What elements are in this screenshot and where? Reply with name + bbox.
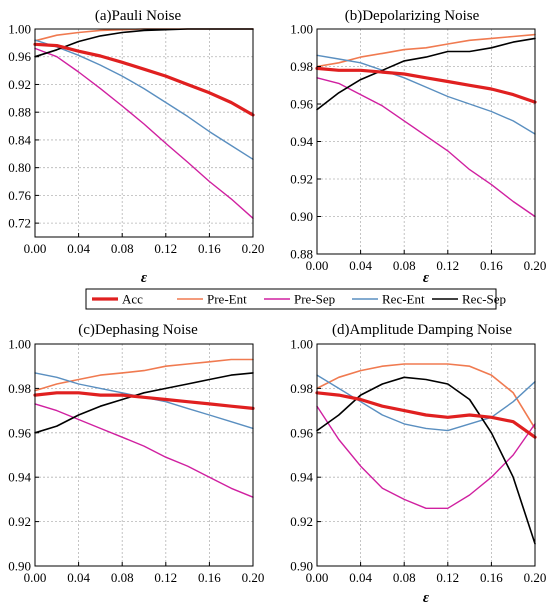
x-tick-label: 0.20 bbox=[524, 258, 547, 273]
x-tick-label: 0.00 bbox=[306, 570, 329, 585]
x-axis-label: ε bbox=[423, 270, 430, 286]
x-tick-label: 0.08 bbox=[393, 258, 416, 273]
y-tick-label: 0.92 bbox=[8, 77, 31, 92]
x-tick-label: 0.08 bbox=[111, 570, 134, 585]
x-tick-label: 0.00 bbox=[306, 258, 329, 273]
legend-label-rec-sep: Rec-Sep bbox=[462, 292, 506, 307]
x-tick-label: 0.16 bbox=[480, 258, 503, 273]
x-tick-label: 0.12 bbox=[154, 570, 177, 585]
series-pre-sep bbox=[316, 405, 536, 509]
y-tick-label: 0.72 bbox=[8, 216, 31, 231]
series-pre-sep bbox=[34, 403, 254, 498]
y-tick-label: 0.84 bbox=[8, 132, 31, 147]
x-tick-label: 0.12 bbox=[154, 241, 177, 256]
y-tick-label: 0.92 bbox=[290, 172, 313, 187]
chart-title: (b)Depolarizing Noise bbox=[345, 8, 480, 24]
y-tick-label: 0.76 bbox=[8, 188, 31, 203]
legend-label-pre-sep: Pre-Sep bbox=[294, 292, 335, 307]
x-tick-label: 0.12 bbox=[436, 258, 459, 273]
legend-label-rec-ent: Rec-Ent bbox=[382, 292, 425, 307]
y-tick-label: 0.98 bbox=[8, 381, 31, 396]
x-axis-label: ε bbox=[423, 590, 430, 606]
x-tick-label: 0.12 bbox=[436, 570, 459, 585]
legend: Acc Pre-Ent Pre-Sep Rec-Ent Rec-Sep bbox=[85, 288, 506, 310]
x-tick-label: 0.20 bbox=[242, 241, 265, 256]
series-rec-ent bbox=[316, 54, 536, 135]
y-tick-label: 0.94 bbox=[290, 134, 313, 149]
panel-2: 0.00 0.04 0.08 0.12 0.16 0.20 0.88 0.90 0.92 0.94… bbox=[290, 8, 546, 286]
panel-4: 0.00 0.04 0.08 0.12 0.16 0.20 0.90 0.92 0.94 0.96… bbox=[290, 322, 546, 606]
series-pre-ent bbox=[316, 363, 536, 430]
x-tick-label: 0.08 bbox=[393, 570, 416, 585]
x-tick-label: 0.20 bbox=[524, 570, 547, 585]
series-acc bbox=[33, 42, 255, 117]
x-tick-label: 0.16 bbox=[198, 241, 221, 256]
legend-label-pre-ent: Pre-Ent bbox=[207, 292, 247, 307]
plot-frame bbox=[34, 343, 254, 567]
y-tick-label: 0.98 bbox=[290, 381, 313, 396]
series-acc bbox=[33, 391, 255, 410]
series-pre-ent bbox=[34, 358, 254, 392]
y-tick-label: 1.00 bbox=[8, 22, 31, 37]
y-tick-label: 0.88 bbox=[8, 105, 31, 120]
series-pre-ent bbox=[316, 33, 536, 68]
x-tick-label: 0.04 bbox=[67, 241, 90, 256]
y-tick-label: 0.94 bbox=[8, 470, 31, 485]
series-pre-sep bbox=[34, 47, 254, 219]
series-rec-ent bbox=[34, 39, 254, 160]
x-tick-label: 0.08 bbox=[111, 241, 134, 256]
x-axis-label: ε bbox=[141, 270, 148, 286]
y-tick-label: 0.90 bbox=[8, 559, 31, 574]
y-tick-label: 0.94 bbox=[290, 470, 313, 485]
x-tick-label: 0.20 bbox=[242, 570, 265, 585]
y-tick-label: 0.90 bbox=[290, 559, 313, 574]
chart-title: (a)Pauli Noise bbox=[95, 8, 182, 24]
y-tick-label: 0.98 bbox=[290, 59, 313, 74]
plot-frame bbox=[34, 28, 254, 238]
series-acc bbox=[315, 391, 537, 439]
chart-title: (c)Dephasing Noise bbox=[78, 322, 198, 338]
x-tick-label: 0.00 bbox=[24, 570, 47, 585]
y-tick-label: 0.92 bbox=[290, 514, 313, 529]
x-tick-label: 0.04 bbox=[349, 570, 372, 585]
x-tick-label: 0.00 bbox=[24, 241, 47, 256]
series-acc bbox=[315, 66, 537, 104]
legend-label-acc: Acc bbox=[122, 292, 143, 307]
chart-title: (d)Amplitude Damping Noise bbox=[332, 322, 512, 338]
y-tick-label: 0.88 bbox=[290, 247, 313, 262]
y-tick-label: 1.00 bbox=[8, 337, 31, 352]
x-tick-label: 0.16 bbox=[480, 570, 503, 585]
panel-1: 0.00 0.04 0.08 0.12 0.16 0.20 0.72 0.76 0.80 0.84… bbox=[8, 8, 264, 286]
plot-frame bbox=[316, 343, 536, 567]
legend-box bbox=[85, 288, 497, 310]
x-tick-label: 0.16 bbox=[198, 570, 221, 585]
y-tick-label: 0.96 bbox=[290, 425, 313, 440]
y-tick-label: 0.96 bbox=[8, 425, 31, 440]
y-tick-label: 0.90 bbox=[290, 209, 313, 224]
y-tick-label: 0.80 bbox=[8, 160, 31, 175]
x-tick-label: 0.04 bbox=[67, 570, 90, 585]
x-tick-label: 0.04 bbox=[349, 258, 372, 273]
panel-3: 0.00 0.04 0.08 0.12 0.16 0.20 0.90 0.92 0.94 0.96… bbox=[8, 322, 264, 585]
y-tick-label: 1.00 bbox=[290, 337, 313, 352]
series-rec-sep bbox=[316, 37, 536, 111]
y-tick-label: 0.96 bbox=[8, 49, 31, 64]
y-tick-label: 0.96 bbox=[290, 97, 313, 112]
y-tick-label: 0.92 bbox=[8, 514, 31, 529]
series-pre-sep bbox=[316, 77, 536, 218]
series-rec-sep bbox=[316, 376, 536, 545]
y-tick-label: 1.00 bbox=[290, 22, 313, 37]
series-rec-sep bbox=[34, 372, 254, 434]
